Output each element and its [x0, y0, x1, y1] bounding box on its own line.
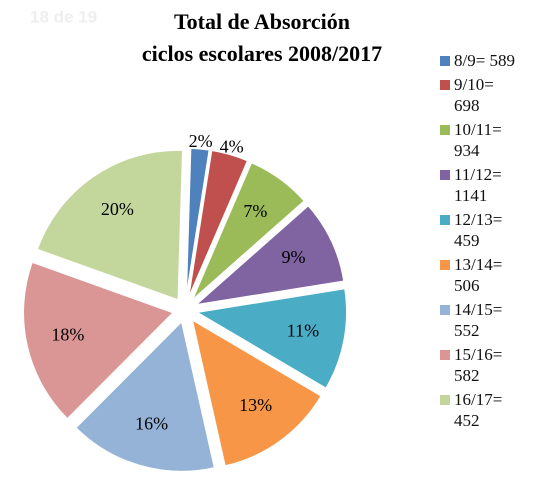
slice-label: 11% — [287, 320, 319, 340]
slice-label: 7% — [243, 201, 267, 221]
legend-item: 10/11= 934 — [440, 119, 516, 161]
pie-slice — [74, 320, 216, 473]
legend-label: 8/9= 589 — [454, 51, 516, 70]
pie-slice — [194, 287, 348, 390]
legend-item: 16/17= 452 — [440, 389, 516, 431]
legend-label: 9/10= 698 — [454, 75, 494, 115]
pie-slice — [185, 147, 211, 299]
legend-label: 10/11= 934 — [454, 120, 502, 160]
pie-slice — [193, 204, 345, 307]
legend-item: 8/9= 589 — [440, 50, 516, 71]
legend-swatch — [440, 305, 450, 315]
pie-slice — [22, 261, 175, 420]
legend-swatch — [440, 395, 450, 405]
legend-swatch — [440, 170, 450, 180]
legend-label: 15/16= 582 — [454, 345, 503, 385]
legend-label: 14/15= 552 — [454, 300, 503, 340]
slice-label: 16% — [135, 413, 168, 433]
legend-item: 12/13= 459 — [440, 209, 516, 251]
legend: 8/9= 589 9/10= 698 10/11= 934 11/12= 1141 12… — [440, 50, 535, 434]
legend-swatch — [440, 350, 450, 360]
legend-item: 11/12= 1141 — [440, 164, 516, 206]
pie-slice — [190, 318, 323, 467]
chart-title: Total de Absorción — [174, 9, 350, 34]
slice-label: 2% — [189, 131, 213, 151]
pie-slice — [36, 149, 184, 302]
legend-swatch — [440, 215, 450, 225]
legend-swatch — [440, 80, 450, 90]
legend-swatch — [440, 260, 450, 270]
legend-item: 14/15= 552 — [440, 299, 516, 341]
slice-label: 18% — [51, 324, 84, 344]
pie-slice — [191, 161, 306, 301]
slice-label: 9% — [282, 247, 306, 267]
slice-label: 13% — [239, 395, 272, 415]
legend-item: 13/14= 506 — [440, 254, 516, 296]
legend-item: 15/16= 582 — [440, 344, 516, 386]
pie-slice — [187, 149, 249, 299]
chart-subtitle: ciclos escolares 2008/2017 — [142, 41, 382, 66]
legend-swatch — [440, 125, 450, 135]
legend-label: 16/17= 452 — [454, 390, 503, 430]
legend-label: 11/12= 1141 — [454, 165, 502, 205]
legend-item: 9/10= 698 — [440, 74, 516, 116]
page-indicator: 18 de 19 — [30, 7, 97, 26]
slice-label: 4% — [220, 137, 244, 157]
legend-label: 12/13= 459 — [454, 210, 503, 250]
legend-label: 13/14= 506 — [454, 255, 503, 295]
legend-swatch — [440, 56, 450, 66]
slice-label: 20% — [101, 199, 134, 219]
